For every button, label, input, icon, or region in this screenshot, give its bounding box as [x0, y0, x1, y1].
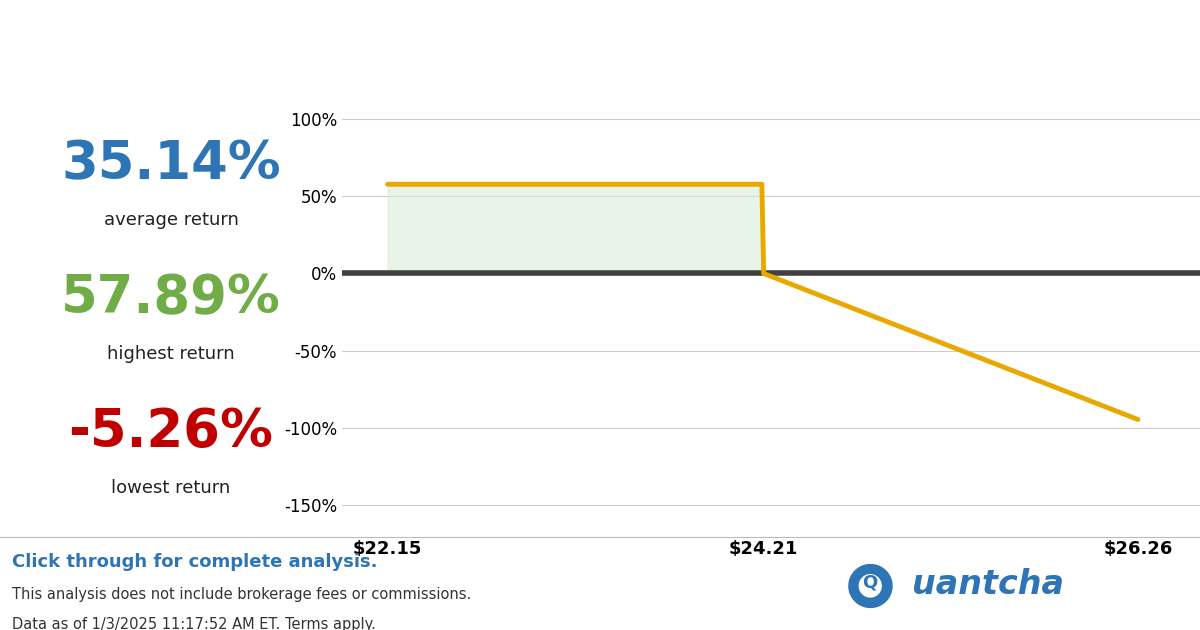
- Text: 57.89%: 57.89%: [61, 272, 281, 324]
- Text: uantcha: uantcha: [912, 568, 1064, 601]
- Text: Q: Q: [863, 574, 877, 592]
- Text: This analysis does not include brokerage fees or commissions.: This analysis does not include brokerage…: [12, 587, 472, 602]
- Text: lowest return: lowest return: [112, 479, 230, 497]
- Text: highest return: highest return: [107, 345, 235, 364]
- Text: ●: ●: [857, 570, 883, 599]
- Text: average return: average return: [103, 212, 239, 229]
- Text: Data as of 1/3/2025 11:17:52 AM ET. Terms apply.: Data as of 1/3/2025 11:17:52 AM ET. Term…: [12, 617, 376, 630]
- Text: ●: ●: [845, 556, 895, 613]
- Text: -5.26%: -5.26%: [68, 406, 274, 458]
- Text: Bear Call Spread analysis for $22.38-$24.20 model on 17-Jan-2025: Bear Call Spread analysis for $22.38-$24…: [14, 60, 635, 83]
- Text: STMICROELECTRONICS (STM): STMICROELECTRONICS (STM): [14, 28, 658, 66]
- Text: Click through for complete analysis.: Click through for complete analysis.: [12, 553, 378, 571]
- Text: 35.14%: 35.14%: [61, 139, 281, 190]
